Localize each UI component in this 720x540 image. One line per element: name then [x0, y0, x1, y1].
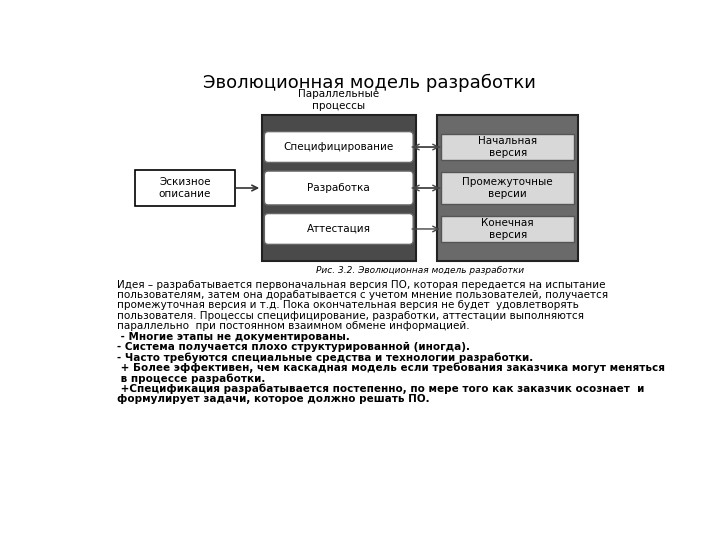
Text: параллельно  при постоянном взаимном обмене информацией.: параллельно при постоянном взаимном обме…	[117, 321, 469, 331]
Text: в процессе разработки.: в процессе разработки.	[117, 373, 266, 384]
Text: Начальная
версия: Начальная версия	[478, 136, 537, 158]
Text: Аттестация: Аттестация	[307, 224, 371, 234]
Text: Идея – разрабатывается первоначальная версия ПО, которая передается на испытание: Идея – разрабатывается первоначальная ве…	[117, 280, 606, 289]
FancyBboxPatch shape	[262, 115, 415, 261]
Text: - Многие этапы не документированы.: - Многие этапы не документированы.	[117, 332, 350, 342]
Text: + Более эффективен, чем каскадная модель если требования заказчика могут менятьс: + Более эффективен, чем каскадная модель…	[117, 363, 665, 373]
Text: Параллельные
процессы: Параллельные процессы	[298, 90, 379, 111]
FancyBboxPatch shape	[264, 171, 413, 205]
Text: пользователям, затем она дорабатывается с учетом мнение пользователей, получаетс: пользователям, затем она дорабатывается …	[117, 290, 608, 300]
Text: пользователя. Процессы специфицирование, разработки, аттестации выполняются: пользователя. Процессы специфицирование,…	[117, 311, 584, 321]
FancyBboxPatch shape	[264, 213, 413, 245]
FancyBboxPatch shape	[135, 170, 235, 206]
Text: Промежуточные
версии: Промежуточные версии	[462, 177, 553, 199]
Text: формулирует задачи, которое должно решать ПО.: формулирует задачи, которое должно решат…	[117, 394, 430, 404]
FancyBboxPatch shape	[437, 115, 578, 261]
Text: +Спецификация разрабатывается постепенно, по мере того как заказчик осознает  и: +Спецификация разрабатывается постепенно…	[117, 383, 644, 394]
Text: - Система получается плохо структурированной (иногда).: - Система получается плохо структурирова…	[117, 342, 470, 352]
FancyBboxPatch shape	[441, 172, 575, 204]
FancyBboxPatch shape	[441, 216, 575, 242]
FancyBboxPatch shape	[446, 172, 575, 200]
Text: Специфицирование: Специфицирование	[284, 142, 394, 152]
Text: Рис. 3.2. Эволюционная модель разработки: Рис. 3.2. Эволюционная модель разработки	[316, 266, 524, 275]
Text: промежуточная версия и т.д. Пока окончательная версия не будет  удовлетворять: промежуточная версия и т.д. Пока окончат…	[117, 300, 579, 310]
Text: Разработка: Разработка	[307, 183, 370, 193]
Text: Эскизное
описание: Эскизное описание	[158, 177, 211, 199]
Text: Эволюционная модель разработки: Эволюционная модель разработки	[202, 74, 536, 92]
Text: Конечная
версия: Конечная версия	[482, 218, 534, 240]
Text: - Часто требуются специальные средства и технологии разработки.: - Часто требуются специальные средства и…	[117, 353, 534, 363]
FancyBboxPatch shape	[264, 132, 413, 163]
FancyBboxPatch shape	[444, 172, 575, 202]
FancyBboxPatch shape	[441, 134, 575, 160]
